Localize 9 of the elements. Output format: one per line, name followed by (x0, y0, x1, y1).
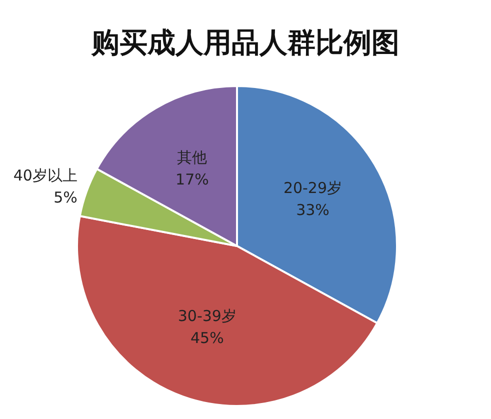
slice-label: 40岁以上 (13, 166, 78, 185)
slice-label: 30-39岁 (178, 306, 236, 325)
data-label: 33% (296, 201, 330, 220)
slice-label: 其他 (177, 148, 208, 166)
slice-label: 20-29岁 (283, 179, 342, 198)
data-label: 45% (190, 328, 224, 347)
chart-title: 购买成人用品人群比例图 (90, 26, 400, 59)
data-label: 17% (176, 170, 209, 188)
data-label: 5% (54, 188, 78, 207)
